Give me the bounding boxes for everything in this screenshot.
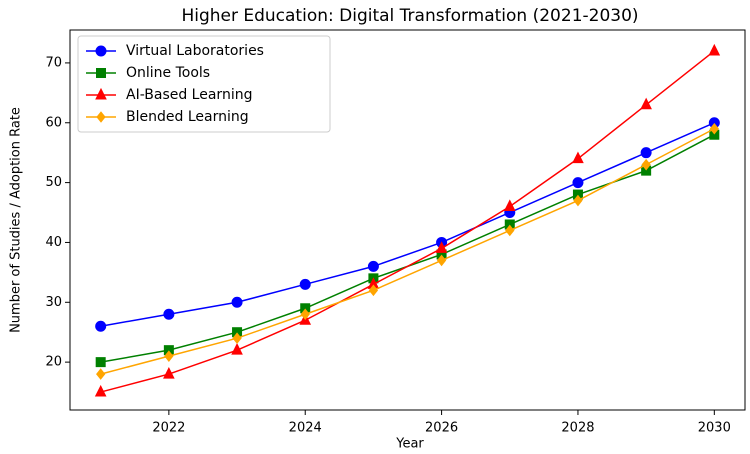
marker	[709, 122, 719, 135]
marker	[640, 97, 652, 110]
chart-title: Higher Education: Digital Transformation…	[181, 6, 638, 26]
marker	[572, 177, 584, 189]
marker	[572, 151, 584, 164]
marker	[95, 87, 107, 100]
marker	[640, 147, 652, 159]
marker	[300, 308, 310, 321]
y-tick-label: 30	[45, 295, 62, 310]
x-tick-label: 2024	[289, 421, 322, 436]
marker	[231, 343, 243, 355]
series-line	[100, 128, 715, 375]
legend-label: Virtual Laboratories	[126, 43, 264, 59]
y-tick-label: 40	[45, 235, 62, 250]
marker	[232, 332, 242, 344]
series-line	[100, 122, 715, 327]
marker	[573, 194, 583, 207]
marker	[96, 111, 106, 123]
marker	[95, 357, 106, 368]
x-tick-label: 2028	[561, 421, 594, 436]
x-tick-label: 2026	[425, 421, 458, 436]
x-tick-label: 2030	[698, 421, 731, 436]
plot-frame	[69, 29, 746, 411]
marker	[96, 68, 106, 78]
marker	[94, 384, 107, 397]
marker	[368, 284, 379, 297]
legend-label: Online Tools	[126, 65, 210, 81]
y-tick-label: 50	[45, 175, 62, 190]
marker	[95, 45, 107, 57]
marker	[435, 241, 448, 253]
legend: Virtual Laboratories Online Tools AI-Based…	[77, 35, 331, 133]
series-line	[100, 134, 715, 363]
legend-box	[77, 35, 331, 133]
marker	[641, 158, 651, 171]
series-line	[100, 50, 715, 393]
marker	[164, 350, 174, 362]
marker	[163, 308, 175, 320]
legend-label: Blended Learning	[126, 109, 249, 125]
x-tick-label: 2022	[152, 421, 185, 436]
x-axis-label: Year	[395, 437, 424, 452]
marker	[708, 43, 721, 56]
legend-label: AI-Based Learning	[126, 87, 252, 103]
marker	[436, 254, 447, 267]
y-axis-label: Number of Studies / Adoption Rate	[9, 107, 24, 333]
marker	[163, 366, 175, 379]
y-tick-label: 60	[45, 115, 62, 130]
y-tick-label: 20	[45, 355, 62, 370]
y-tick-label: 70	[45, 55, 62, 70]
marker	[299, 278, 311, 290]
marker	[96, 368, 106, 380]
marker	[505, 224, 515, 237]
marker	[231, 296, 243, 308]
marker	[95, 320, 107, 332]
marker	[367, 260, 379, 272]
marker	[503, 199, 516, 212]
